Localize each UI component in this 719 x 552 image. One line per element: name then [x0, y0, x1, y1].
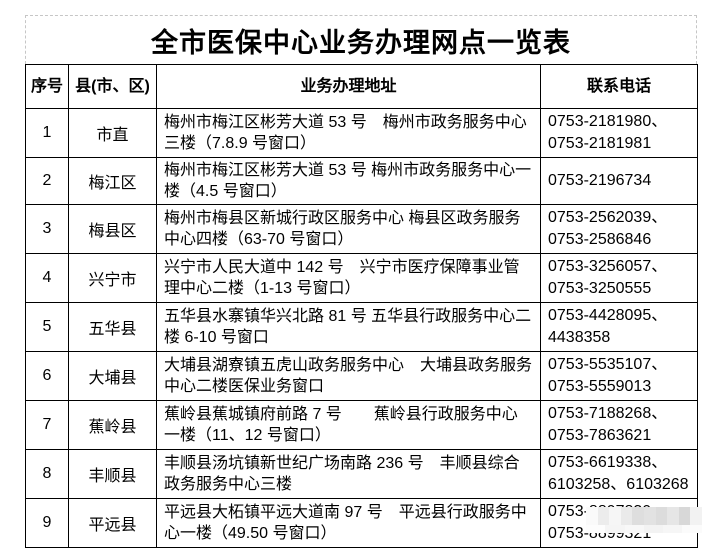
table-row: 4 兴宁市 兴宁市人民大道中 142 号 兴宁市医疗保障事业管理中心二楼（1-13 … [25, 253, 698, 303]
serial-number-cell: 9 [25, 498, 69, 548]
watermark-block [624, 525, 644, 533]
watermark-block [620, 507, 633, 525]
address-cell: 大埔县湖寮镇五虎山政务服务中心 大埔县政务服务中心二楼医保业务窗口 [156, 351, 541, 401]
header-serial-number: 序号 [25, 64, 69, 109]
district-cell: 五华县 [68, 302, 157, 352]
district-cell: 市直 [68, 108, 157, 158]
table-row: 5 五华县 五华县水寨镇华兴北路 81 号 五华县行政服务中心二楼 6-10 号窗口… [25, 302, 698, 352]
district-cell: 梅江区 [68, 157, 157, 205]
watermark-block [690, 507, 702, 525]
table-row: 3 梅县区 梅州市梅县区新城行政区服务中心 梅县区政务服务中心四楼（63-70 号窗… [25, 204, 698, 254]
watermark-block [597, 507, 610, 525]
district-cell: 蕉岭县 [68, 400, 157, 450]
district-cell: 大埔县 [68, 351, 157, 401]
district-cell: 平远县 [68, 498, 157, 548]
serial-number-cell: 6 [25, 351, 69, 401]
watermark-block [663, 525, 683, 533]
serial-number-cell: 4 [25, 253, 69, 303]
network-points-table: 序号 县(市、区) 业务办理地址 联系电话 1 市直 梅州市梅江区彬芳大道 53 号… [25, 64, 698, 548]
watermark-block [682, 525, 702, 533]
district-cell: 梅县区 [68, 204, 157, 254]
serial-number-cell: 3 [25, 204, 69, 254]
phone-cell: 0753-2196734 [540, 157, 698, 205]
watermark-pixelated [586, 507, 702, 533]
phone-cell: 0753-2181980、 0753-2181981 [540, 108, 698, 158]
watermark-block [643, 525, 664, 533]
serial-number-cell: 8 [25, 449, 69, 499]
watermark-block [609, 507, 621, 525]
serial-number-cell: 5 [25, 302, 69, 352]
watermark-block [678, 507, 691, 525]
address-cell: 蕉岭县蕉城镇府前路 7 号 蕉岭县行政服务中心一楼（11、12 号窗口） [156, 400, 541, 450]
phone-cell: 0753-5535107、 0753-5559013 [540, 351, 698, 401]
watermark-block [586, 525, 606, 533]
table-row: 1 市直 梅州市梅江区彬芳大道 53 号 梅州市政务服务中心三楼（7.8.9 号窗口… [25, 108, 698, 158]
watermark-block [643, 507, 656, 525]
watermark-block [605, 525, 625, 533]
table-header-row: 序号 县(市、区) 业务办理地址 联系电话 [25, 64, 698, 109]
page-title: 全市医保中心业务办理网点一览表 [151, 27, 571, 58]
header-address: 业务办理地址 [156, 64, 541, 109]
watermark-block [586, 507, 598, 525]
address-cell: 平远县大柘镇平远大道南 97 号 平远县行政服务中心一楼（49.50 号窗口） [156, 498, 541, 548]
serial-number-cell: 2 [25, 157, 69, 205]
phone-cell: 0753-2562039、 0753-2586846 [540, 204, 698, 254]
address-cell: 兴宁市人民大道中 142 号 兴宁市医疗保障事业管理中心二楼（1-13 号窗口） [156, 253, 541, 303]
title-box: 全市医保中心业务办理网点一览表 [25, 15, 697, 64]
phone-cell: 0753-7188268、 0753-7863621 [540, 400, 698, 450]
address-cell: 梅州市梅江区彬芳大道 53 号 梅州市政务服务中心三楼（7.8.9 号窗口） [156, 108, 541, 158]
address-cell: 五华县水寨镇华兴北路 81 号 五华县行政服务中心二楼 6-10 号窗口 [156, 302, 541, 352]
district-cell: 兴宁市 [68, 253, 157, 303]
serial-number-cell: 1 [25, 108, 69, 158]
table-row: 2 梅江区 梅州市梅江区彬芳大道 53 号 梅州市政务服务中心一楼（4.5 号窗口）… [25, 157, 698, 205]
header-district: 县(市、区) [68, 64, 157, 109]
watermark-block [632, 507, 644, 525]
serial-number-cell: 7 [25, 400, 69, 450]
phone-cell: 0753-4428095、 4438358 [540, 302, 698, 352]
address-cell: 梅州市梅江区彬芳大道 53 号 梅州市政务服务中心一楼（4.5 号窗口） [156, 157, 541, 205]
phone-cell: 0753-3256057、 0753-3250555 [540, 253, 698, 303]
table-row: 6 大埔县 大埔县湖寮镇五虎山政务服务中心 大埔县政务服务中心二楼医保业务窗口 075… [25, 351, 698, 401]
header-phone: 联系电话 [540, 64, 698, 109]
table-row: 7 蕉岭县 蕉岭县蕉城镇府前路 7 号 蕉岭县行政服务中心一楼（11、12 号窗口）… [25, 400, 698, 450]
address-cell: 丰顺县汤坑镇新世纪广场南路 236 号 丰顺县综合政务服务中心三楼 [156, 449, 541, 499]
table-row: 8 丰顺县 丰顺县汤坑镇新世纪广场南路 236 号 丰顺县综合政务服务中心三楼 075… [25, 449, 698, 499]
watermark-block [667, 507, 679, 525]
watermark-block [655, 507, 668, 525]
district-cell: 丰顺县 [68, 449, 157, 499]
address-cell: 梅州市梅县区新城行政区服务中心 梅县区政务服务中心四楼（63-70 号窗口） [156, 204, 541, 254]
phone-cell: 0753-6619338、 6103258、6103268 [540, 449, 698, 499]
